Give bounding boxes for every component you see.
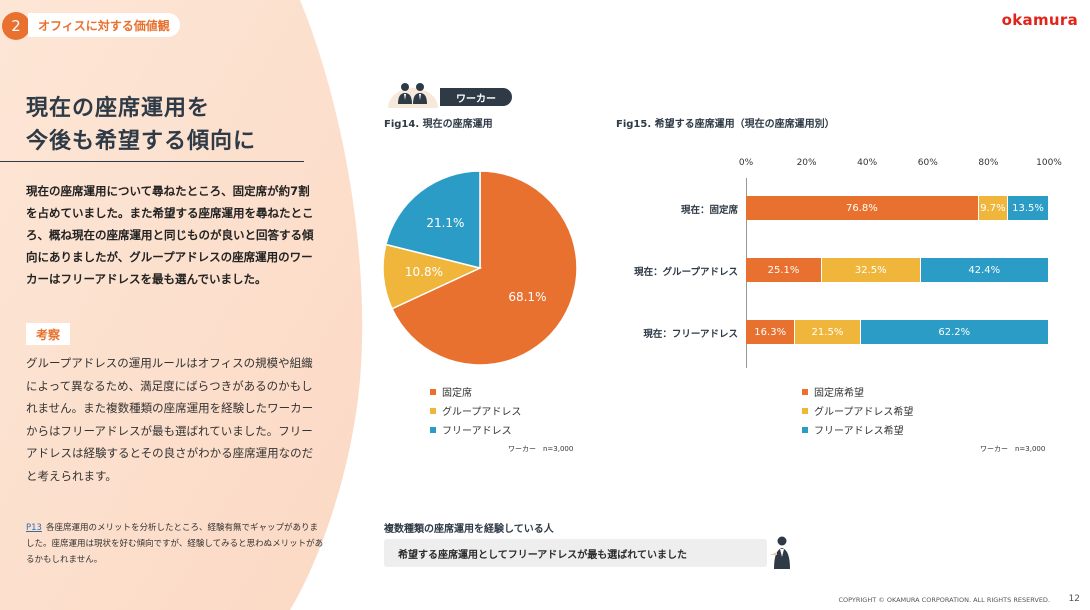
lead-paragraph: 現在の座席運用について尋ねたところ、固定席が約7割を占めていました。また希望する… <box>26 184 314 286</box>
legend-item: 固定席希望 <box>802 382 913 401</box>
pie-slice <box>382 243 483 310</box>
pie-chart <box>382 170 578 366</box>
axis-tick-label: 40% <box>857 158 878 168</box>
legend-label: グループアドレス希望 <box>814 407 914 418</box>
legend-label: 固定席 <box>442 388 472 399</box>
reference-note: P13 各座席運用のメリットを分析したところ、経験有無でギャップがありました。座席… <box>26 520 326 568</box>
fig14-title: Fig14. 現在の座席運用 <box>384 119 493 130</box>
legend-item: フリーアドレス <box>430 420 521 439</box>
page-reference-link[interactable]: P13 <box>26 523 42 533</box>
fig14-sample-size: ワーカー n=3,000 <box>508 445 574 453</box>
bar-segment: 42.4% <box>920 258 1049 282</box>
workers-icon <box>388 83 438 108</box>
pie-value-label: 10.8% <box>404 265 444 280</box>
axis-tick-label: 0% <box>738 158 754 168</box>
reference-note-text: 各座席運用のメリットを分析したところ、経験有無でギャップがありました。座席運用は… <box>26 523 324 565</box>
legend-label: フリーアドレス希望 <box>814 426 904 437</box>
axis-tick-label: 100% <box>1036 158 1062 168</box>
legend-swatch <box>430 426 436 433</box>
fig15-title: Fig15. 希望する座席運用（現在の座席運用別） <box>616 119 835 130</box>
bar-segment: 32.5% <box>822 258 921 282</box>
bar-segment: 13.5% <box>1008 196 1049 220</box>
pie-value-label: 21.1% <box>426 215 465 230</box>
bar-category-label: 現在：フリーアドレス <box>643 329 738 340</box>
heading-line-1: 現在の座席運用を <box>26 96 211 121</box>
left-panel-background <box>0 0 363 610</box>
legend-label: グループアドレス <box>442 407 522 418</box>
legend-label: 固定席希望 <box>814 388 864 399</box>
okamura-logo: okamura <box>1001 11 1078 29</box>
page-number: 12 <box>1068 594 1080 604</box>
bar-segment: 21.5% <box>795 320 861 344</box>
heading-line-2: 今後も希望する傾向に <box>26 129 257 154</box>
legend-swatch <box>430 388 436 395</box>
callout-box: 希望する座席運用としてフリーアドレスが最も選ばれていました <box>384 539 767 567</box>
copyright: COPYRIGHT © OKAMURA CORPORATION. ALL RIG… <box>838 596 1050 604</box>
legend-swatch <box>430 407 436 414</box>
fig15-sample-size: ワーカー n=3,000 <box>980 445 1046 453</box>
callout-message: 希望する座席運用としてフリーアドレスが最も選ばれていました <box>398 549 687 561</box>
page-heading: 現在の座席運用を 今後も希望する傾向に <box>26 92 256 158</box>
heading-divider <box>0 161 304 162</box>
legend-swatch <box>802 426 808 433</box>
axis-tick-label: 20% <box>796 158 817 168</box>
legend-item: グループアドレス希望 <box>802 401 913 420</box>
bar-segment: 76.8% <box>746 196 979 220</box>
callout-title: 複数種類の座席運用を経験している人 <box>384 524 554 535</box>
legend-swatch <box>802 407 808 414</box>
presenter-woman-icon <box>770 536 790 569</box>
worker-badge: ワーカー <box>440 88 512 106</box>
bar-segment: 16.3% <box>746 320 796 344</box>
legend-label: フリーアドレス <box>442 426 512 437</box>
pie-legend: 固定席グループアドレス フリーアドレス <box>430 382 521 439</box>
bar-category-label: 現在：グループアドレス <box>634 267 738 278</box>
pie-value-label: 68.1% <box>508 290 547 305</box>
bar-segment: 62.2% <box>860 320 1049 344</box>
legend-swatch <box>802 388 808 395</box>
bar-category-label: 現在：固定席 <box>680 205 738 216</box>
section-number: 2 <box>2 12 30 40</box>
axis-tick-label: 80% <box>978 158 999 168</box>
axis-tick-label: 60% <box>917 158 938 168</box>
bar-legend: 固定席希望グループアドレス希望 フリーアドレス希望 <box>802 382 913 439</box>
kousatsu-label: 考察 <box>26 323 70 345</box>
legend-item: フリーアドレス希望 <box>802 420 913 439</box>
section-title: オフィスに対する価値観 <box>28 13 180 37</box>
legend-item: 固定席 <box>430 382 521 401</box>
legend-item: グループアドレス <box>430 401 521 420</box>
bar-segment: 25.1% <box>746 258 823 282</box>
pie-slice <box>384 170 481 269</box>
pie-slice <box>390 170 578 366</box>
kousatsu-body: グループアドレスの運用ルールはオフィスの規模や組織によって異なるため、満足度にば… <box>26 356 314 483</box>
bar-segment: 9.7% <box>978 196 1009 220</box>
